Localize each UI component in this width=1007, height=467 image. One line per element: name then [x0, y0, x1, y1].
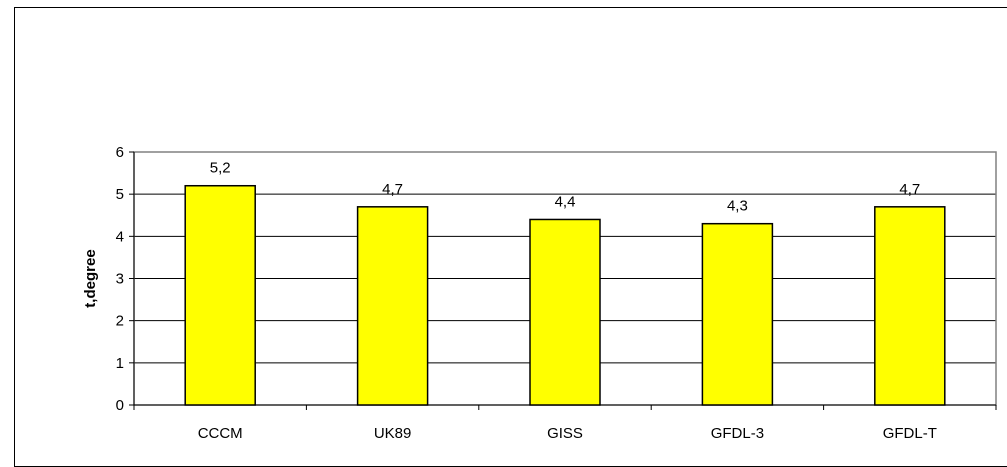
x-tick-label: GFDL-T	[883, 425, 937, 442]
bars	[184, 184, 946, 406]
y-tick-label: 1	[116, 355, 124, 372]
y-tick-label: 2	[116, 313, 124, 330]
y-tick-label: 4	[116, 228, 124, 245]
x-tick-label: GFDL-3	[711, 425, 764, 442]
axes	[129, 151, 997, 410]
bar-gfdl-t	[874, 206, 946, 406]
bar-chart: 5,2 4,7 4,4 4,3 4,7 0 1 2 3 4 5 6 CCCM UK89 GISS GFDL-3…	[82, 144, 997, 442]
y-tick-label: 0	[116, 397, 124, 414]
bar-uk89	[356, 206, 429, 406]
x-tick-label: GISS	[547, 425, 583, 442]
data-label: 5,2	[210, 160, 231, 177]
y-tick-label: 6	[116, 144, 124, 161]
y-tick-label: 5	[116, 186, 124, 203]
y-tick-label: 3	[116, 271, 124, 288]
x-tick-label: CCCM	[198, 425, 243, 442]
chart-frame	[14, 7, 1007, 467]
data-label: 4,7	[382, 181, 403, 198]
y-axis-title: t,degree	[82, 249, 99, 307]
bar-cccm	[184, 184, 256, 406]
data-label: 4,3	[727, 198, 748, 215]
data-label: 4,7	[899, 181, 920, 198]
data-label: 4,4	[555, 193, 576, 210]
bar-gfdl-3	[701, 222, 774, 406]
x-tick-label: UK89	[374, 425, 412, 442]
bar-giss	[529, 218, 601, 406]
labels: 5,2 4,7 4,4 4,3 4,7 0 1 2 3 4 5 6 CCCM UK89 GISS GFDL-3…	[116, 144, 937, 442]
